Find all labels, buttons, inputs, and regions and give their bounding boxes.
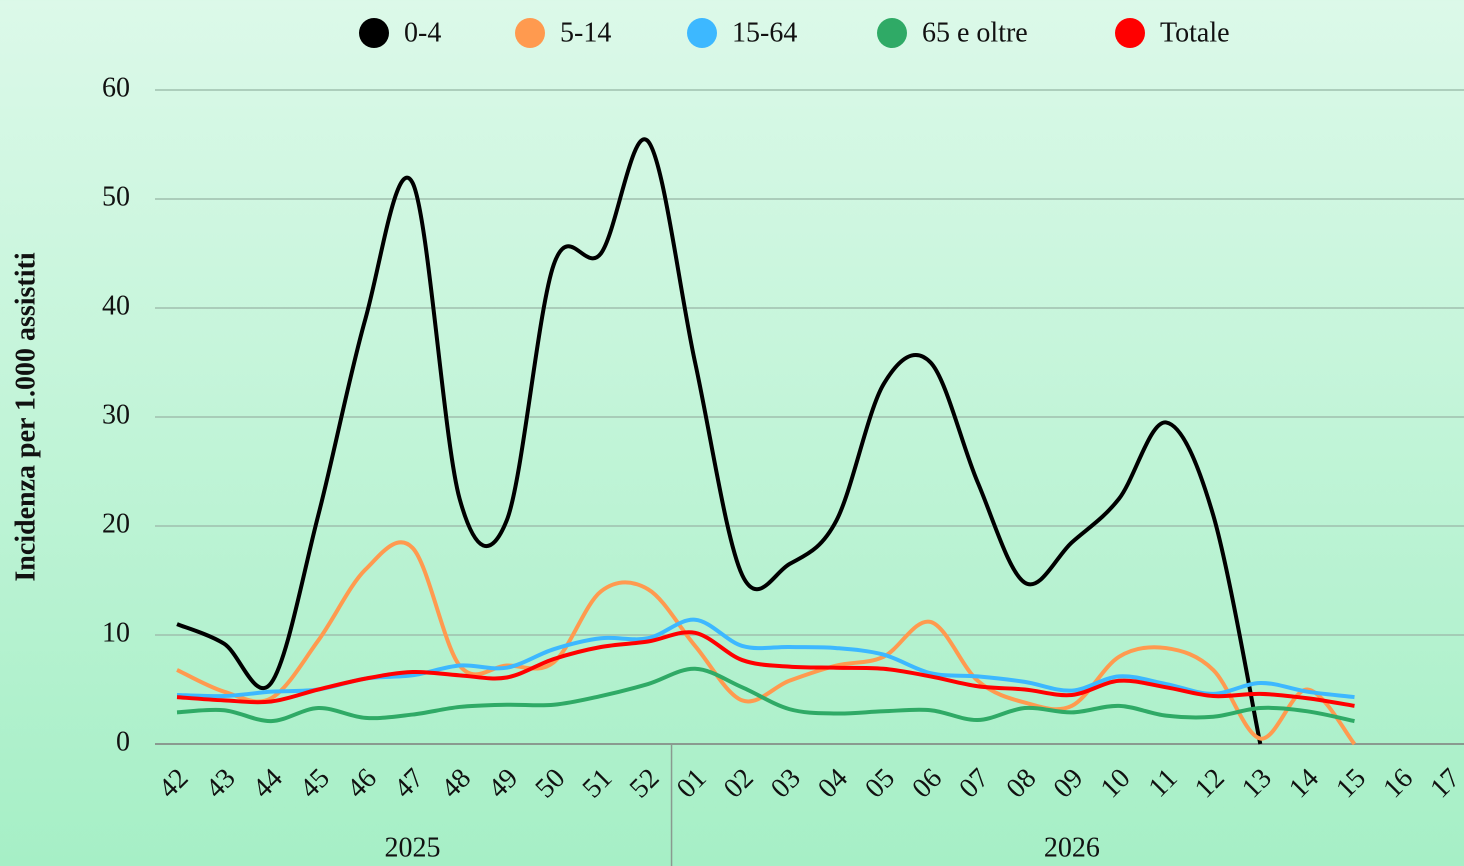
legend-marker <box>515 18 545 48</box>
x-tick-label: 06 <box>906 763 948 805</box>
x-tick-label: 05 <box>859 763 901 805</box>
legend-marker <box>687 18 717 48</box>
x-tick-label: 14 <box>1283 763 1325 805</box>
x-tick-label: 51 <box>577 763 619 805</box>
x-tick-label: 46 <box>341 763 383 805</box>
x-tick-label: 49 <box>482 763 524 805</box>
x-tick-label: 09 <box>1048 763 1090 805</box>
legend-label: 5-14 <box>560 17 611 48</box>
x-tick-label: 07 <box>953 763 995 805</box>
x-tick-label: 45 <box>294 763 336 805</box>
x-tick-label: 44 <box>247 763 289 805</box>
y-tick-label: 60 <box>102 72 130 103</box>
y-tick-label: 10 <box>102 617 130 648</box>
x-tick-label: 47 <box>388 763 430 805</box>
series-line <box>176 137 1263 745</box>
y-tick-label: 20 <box>102 508 130 539</box>
x-tick-label: 50 <box>530 763 572 805</box>
x-tick-label: 43 <box>200 763 242 805</box>
legend-label: Totale <box>1160 17 1230 48</box>
x-tick-label: 52 <box>624 763 666 805</box>
y-axis-label: Incidenza per 1.000 assistiti <box>10 252 41 581</box>
x-tick-label: 08 <box>1001 763 1043 805</box>
x-tick-label: 11 <box>1143 763 1184 804</box>
x-tick-label: 10 <box>1095 763 1137 805</box>
y-tick-label: 30 <box>102 399 130 430</box>
y-tick-label: 40 <box>102 290 130 321</box>
legend-label: 65 e oltre <box>922 17 1028 48</box>
x-tick-label: 03 <box>765 763 807 805</box>
x-tick-label: 01 <box>671 763 713 805</box>
y-tick-label: 0 <box>116 726 130 757</box>
legend-label: 15-64 <box>732 17 797 48</box>
x-tick-label: 17 <box>1424 763 1464 805</box>
x-tick-label: 16 <box>1377 763 1419 805</box>
series-line <box>176 540 1357 746</box>
series-line <box>176 617 1355 700</box>
x-tick-label: 13 <box>1236 763 1278 805</box>
x-tick-label: 42 <box>153 763 195 805</box>
x-tick-label: 48 <box>435 763 477 805</box>
legend-marker <box>1115 18 1145 48</box>
x-tick-label: 04 <box>812 763 854 805</box>
legend-marker <box>359 18 389 48</box>
x-tick-label: 15 <box>1330 763 1372 805</box>
x-tick-label: 02 <box>718 763 760 805</box>
series-line <box>176 630 1355 708</box>
x-tick-label: 12 <box>1189 763 1231 805</box>
legend-marker <box>877 18 907 48</box>
x-group-label: 2026 <box>1044 832 1100 863</box>
y-tick-label: 50 <box>102 181 130 212</box>
x-group-label: 2025 <box>385 832 441 863</box>
legend-label: 0-4 <box>404 17 441 48</box>
series-line <box>176 666 1355 724</box>
